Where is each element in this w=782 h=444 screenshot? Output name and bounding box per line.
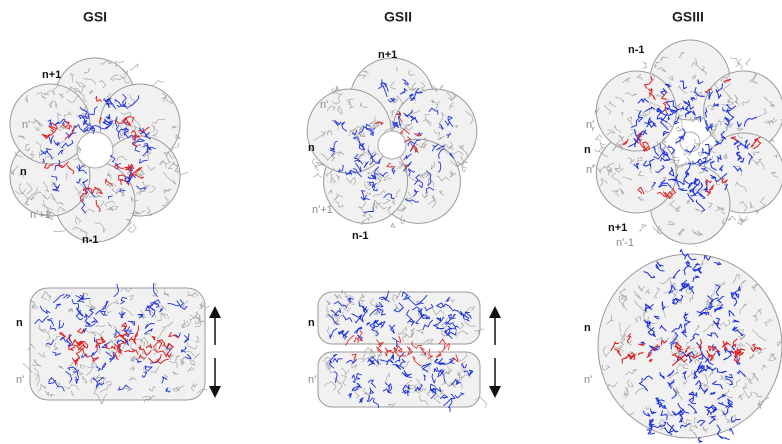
subunit-label: n' xyxy=(586,164,594,176)
panel-title: GSI xyxy=(83,9,107,25)
subunit-label: n' xyxy=(16,374,24,386)
subunit-label: n xyxy=(20,166,27,178)
subunit-label: n'+1 xyxy=(312,204,333,216)
pore xyxy=(77,132,113,168)
subunit-label: n xyxy=(584,144,591,156)
subunit-label: n xyxy=(584,322,591,334)
figure: GSI n+1 n' n n'+1 n-1 n n' GSII n+1 n' n n'+1 n-1 n n' G… xyxy=(0,0,782,444)
subunit-label: n xyxy=(308,317,315,329)
panel-title: GSIII xyxy=(672,9,704,25)
subunit-label: n' xyxy=(586,119,594,131)
subunit-label: n'-1 xyxy=(616,237,634,249)
subunit-label: n xyxy=(16,317,23,329)
subunit-label: n-1 xyxy=(628,44,645,56)
subunit-label: n-1 xyxy=(352,230,369,242)
subunit-label: n' xyxy=(584,374,592,386)
pore xyxy=(378,131,406,159)
subunit-label: n+1 xyxy=(378,49,397,61)
subunit-label: n' xyxy=(308,374,316,386)
pore xyxy=(680,132,700,152)
subunit-label: n+1 xyxy=(608,222,627,234)
subunit-label: n xyxy=(308,142,315,154)
subunit-label: n'+1 xyxy=(30,209,51,221)
subunit-label: n+1 xyxy=(42,69,61,81)
subunit-label: n' xyxy=(320,99,328,111)
oligomer xyxy=(596,40,782,244)
subunit-label: n' xyxy=(22,119,30,131)
panel-title: GSII xyxy=(384,9,412,25)
structures xyxy=(10,40,782,443)
subunit-label: n-1 xyxy=(82,234,99,246)
